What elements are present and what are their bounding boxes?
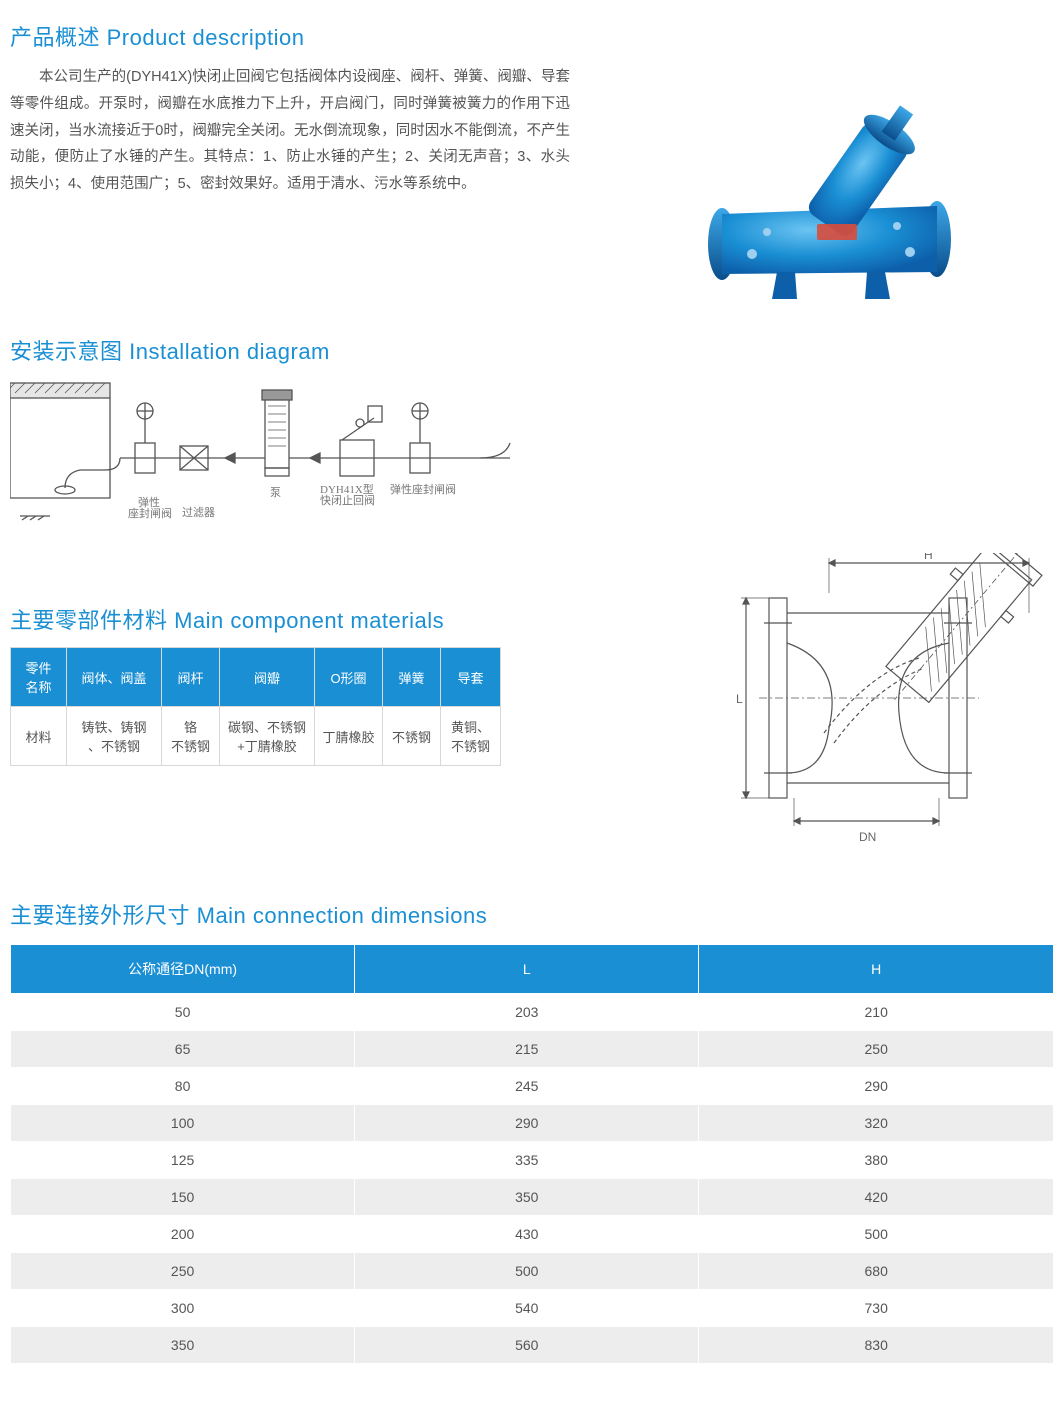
mat-head-name: 零件 名称 xyxy=(11,648,67,707)
materials-and-drawing-row: 主要零部件材料 Main component materials 零件 名称 阀… xyxy=(10,543,1054,863)
mat-row-label: 材料 xyxy=(11,707,67,766)
dim-cell-L: 203 xyxy=(355,994,699,1031)
dim-cell-L: 290 xyxy=(355,1105,699,1142)
mat-head-oring: O形圈 xyxy=(315,648,383,707)
mat-val-body: 铸铁、铸钢 、不锈钢 xyxy=(67,707,162,766)
dim-cell-L: 245 xyxy=(355,1068,699,1105)
product-desc-title: 产品概述 Product description xyxy=(10,20,1054,52)
dim-cell-dn: 100 xyxy=(11,1105,355,1142)
materials-table: 零件 名称 阀体、阀盖 阀杆 阀瓣 O形圈 弹簧 导套 材料 铸铁、铸钢 、不锈… xyxy=(10,647,501,766)
dimensions-table: 公称通径DN(mm) L H 5020321065215250802452901… xyxy=(10,944,1054,1364)
label-gate-valve1: 弹性座封闸阀 xyxy=(128,495,172,520)
label-pump: 泵 xyxy=(270,486,281,499)
dim-cell-L: 350 xyxy=(355,1179,699,1216)
dim-cell-dn: 80 xyxy=(11,1068,355,1105)
mat-head-sleeve: 导套 xyxy=(441,648,501,707)
mat-val-stem: 铬 不锈钢 xyxy=(162,707,220,766)
install-diagram-icon: 弹性座封闸阀 过滤器 泵 DYH41X型快闭止回阀 弹性座封闸阀 xyxy=(10,378,540,538)
dim-row: 150350420 xyxy=(11,1179,1054,1216)
dim-cell-L: 430 xyxy=(355,1216,699,1253)
dim-head-h: H xyxy=(699,945,1054,994)
dim-cell-L: 500 xyxy=(355,1253,699,1290)
dim-cell-H: 830 xyxy=(699,1327,1054,1364)
label-check-valve: DYH41X型快闭止回阀 xyxy=(320,482,375,507)
dim-cell-H: 380 xyxy=(699,1142,1054,1179)
mat-head-spring: 弹簧 xyxy=(383,648,441,707)
materials-value-row: 材料 铸铁、铸钢 、不锈钢 铬 不锈钢 碳钢、不锈钢 +丁腈橡胶 丁腈橡胶 不锈… xyxy=(11,707,501,766)
dim-cell-dn: 250 xyxy=(11,1253,355,1290)
dim-cell-H: 320 xyxy=(699,1105,1054,1142)
dim-cell-dn: 300 xyxy=(11,1290,355,1327)
mat-head-stem: 阀杆 xyxy=(162,648,220,707)
product-desc-body: 本公司生产的(DYH41X)快闭止回阀它包括阀体内设阀座、阀杆、弹簧、阀瓣、导套… xyxy=(10,64,570,198)
dim-cell-dn: 125 xyxy=(11,1142,355,1179)
materials-block: 主要零部件材料 Main component materials 零件 名称 阀… xyxy=(10,543,501,766)
dim-cell-L: 215 xyxy=(355,1031,699,1068)
dim-head-dn: 公称通径DN(mm) xyxy=(11,945,355,994)
product-photo-container xyxy=(610,64,1054,314)
dim-cell-dn: 150 xyxy=(11,1179,355,1216)
dim-row: 50203210 xyxy=(11,994,1054,1031)
mat-val-sleeve: 黄铜、 不锈钢 xyxy=(441,707,501,766)
dim-cell-dn: 65 xyxy=(11,1031,355,1068)
dim-row: 80245290 xyxy=(11,1068,1054,1105)
dim-cell-H: 500 xyxy=(699,1216,1054,1253)
dim-row: 125335380 xyxy=(11,1142,1054,1179)
label-gate-valve2: 弹性座封闸阀 xyxy=(390,482,456,496)
mat-head-disc: 阀瓣 xyxy=(220,648,315,707)
dim-row: 350560830 xyxy=(11,1327,1054,1364)
dim-row: 300540730 xyxy=(11,1290,1054,1327)
mat-val-spring: 不锈钢 xyxy=(383,707,441,766)
dimensions-title: 主要连接外形尺寸 Main connection dimensions xyxy=(10,898,1054,930)
dim-cell-L: 540 xyxy=(355,1290,699,1327)
dim-cell-L: 560 xyxy=(355,1327,699,1364)
valve-photo-icon xyxy=(682,84,982,314)
dim-row: 65215250 xyxy=(11,1031,1054,1068)
dim-row: 250500680 xyxy=(11,1253,1054,1290)
dim-row: 200430500 xyxy=(11,1216,1054,1253)
dim-cell-H: 210 xyxy=(699,994,1054,1031)
dim-cell-dn: 50 xyxy=(11,994,355,1031)
dim-header-row: 公称通径DN(mm) L H xyxy=(11,945,1054,994)
install-diagram-container: 弹性座封闸阀 过滤器 泵 DYH41X型快闭止回阀 弹性座封闸阀 xyxy=(10,378,1054,543)
product-desc-row: 本公司生产的(DYH41X)快闭止回阀它包括阀体内设阀座、阀杆、弹簧、阀瓣、导套… xyxy=(10,64,1054,314)
dim-cell-H: 290 xyxy=(699,1068,1054,1105)
dim-cell-L: 335 xyxy=(355,1142,699,1179)
dim-cell-dn: 350 xyxy=(11,1327,355,1364)
dim-cell-H: 680 xyxy=(699,1253,1054,1290)
dim-row: 100290320 xyxy=(11,1105,1054,1142)
label-strainer: 过滤器 xyxy=(182,506,215,519)
materials-title: 主要零部件材料 Main component materials xyxy=(10,603,501,635)
tech-label-dn: DN xyxy=(859,830,876,844)
mat-val-disc: 碳钢、不锈钢 +丁腈橡胶 xyxy=(220,707,315,766)
materials-header-row: 零件 名称 阀体、阀盖 阀杆 阀瓣 O形圈 弹簧 导套 xyxy=(11,648,501,707)
tech-label-l: L xyxy=(736,692,743,706)
mat-val-oring: 丁腈橡胶 xyxy=(315,707,383,766)
dim-cell-H: 730 xyxy=(699,1290,1054,1327)
tech-label-h: H xyxy=(924,553,933,562)
dim-cell-H: 250 xyxy=(699,1031,1054,1068)
dim-cell-dn: 200 xyxy=(11,1216,355,1253)
dim-cell-H: 420 xyxy=(699,1179,1054,1216)
technical-drawing-icon: H L DN xyxy=(734,553,1054,863)
install-title: 安装示意图 Installation diagram xyxy=(10,334,1054,366)
dim-head-l: L xyxy=(355,945,699,994)
mat-head-body: 阀体、阀盖 xyxy=(67,648,162,707)
